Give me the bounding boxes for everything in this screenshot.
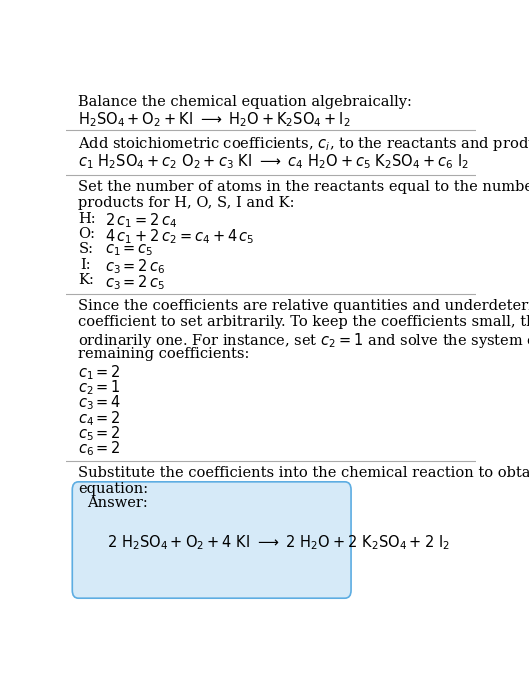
FancyBboxPatch shape [72, 482, 351, 598]
Text: $c_2 = 1$: $c_2 = 1$ [78, 378, 121, 397]
Text: Answer:: Answer: [87, 496, 148, 510]
Text: Set the number of atoms in the reactants equal to the number of atoms in the: Set the number of atoms in the reactants… [78, 180, 529, 194]
Text: $\mathrm{H_2SO_4 + O_2 + KI \ \longrightarrow \ H_2O + K_2SO_4 + I_2}$: $\mathrm{H_2SO_4 + O_2 + KI \ \longright… [78, 110, 351, 128]
Text: $2\,c_1 = 2\,c_4$: $2\,c_1 = 2\,c_4$ [105, 212, 177, 230]
Text: $c_3 = 2\,c_5$: $c_3 = 2\,c_5$ [105, 273, 166, 291]
Text: I:: I: [80, 258, 91, 271]
Text: K:: K: [78, 273, 94, 287]
Text: $c_5 = 2$: $c_5 = 2$ [78, 424, 121, 443]
Text: $c_3 = 2\,c_6$: $c_3 = 2\,c_6$ [105, 258, 166, 276]
Text: Add stoichiometric coefficients, $c_i$, to the reactants and products:: Add stoichiometric coefficients, $c_i$, … [78, 135, 529, 153]
Text: S:: S: [78, 243, 94, 256]
Text: $4\,c_1 + 2\,c_2 = c_4 + 4\,c_5$: $4\,c_1 + 2\,c_2 = c_4 + 4\,c_5$ [105, 227, 254, 245]
Text: $c_4 = 2$: $c_4 = 2$ [78, 409, 121, 427]
Text: Since the coefficients are relative quantities and underdetermined, choose a: Since the coefficients are relative quan… [78, 300, 529, 313]
Text: ordinarily one. For instance, set $c_2 = 1$ and solve the system of equations fo: ordinarily one. For instance, set $c_2 =… [78, 331, 529, 350]
Text: coefficient to set arbitrarily. To keep the coefficients small, the arbitrary va: coefficient to set arbitrarily. To keep … [78, 315, 529, 329]
Text: $c_1 = c_5$: $c_1 = c_5$ [105, 243, 154, 258]
Text: products for H, O, S, I and K:: products for H, O, S, I and K: [78, 196, 295, 210]
Text: O:: O: [78, 227, 95, 241]
Text: Balance the chemical equation algebraically:: Balance the chemical equation algebraica… [78, 95, 412, 109]
Text: $2\ \mathrm{H_2SO_4} + \mathrm{O_2} + 4\ \mathrm{KI} \ \longrightarrow \ 2\ \mat: $2\ \mathrm{H_2SO_4} + \mathrm{O_2} + 4\… [107, 533, 450, 552]
Text: remaining coefficients:: remaining coefficients: [78, 347, 250, 361]
Text: $c_6 = 2$: $c_6 = 2$ [78, 440, 121, 458]
Text: $c_1\ \mathrm{H_2SO_4} + c_2\ \mathrm{O_2} + c_3\ \mathrm{KI} \ \longrightarrow : $c_1\ \mathrm{H_2SO_4} + c_2\ \mathrm{O_… [78, 153, 470, 171]
Text: equation:: equation: [78, 482, 149, 496]
Text: $c_1 = 2$: $c_1 = 2$ [78, 363, 121, 381]
Text: H:: H: [78, 212, 96, 225]
Text: Substitute the coefficients into the chemical reaction to obtain the balanced: Substitute the coefficients into the che… [78, 466, 529, 480]
Text: $c_3 = 4$: $c_3 = 4$ [78, 394, 122, 412]
